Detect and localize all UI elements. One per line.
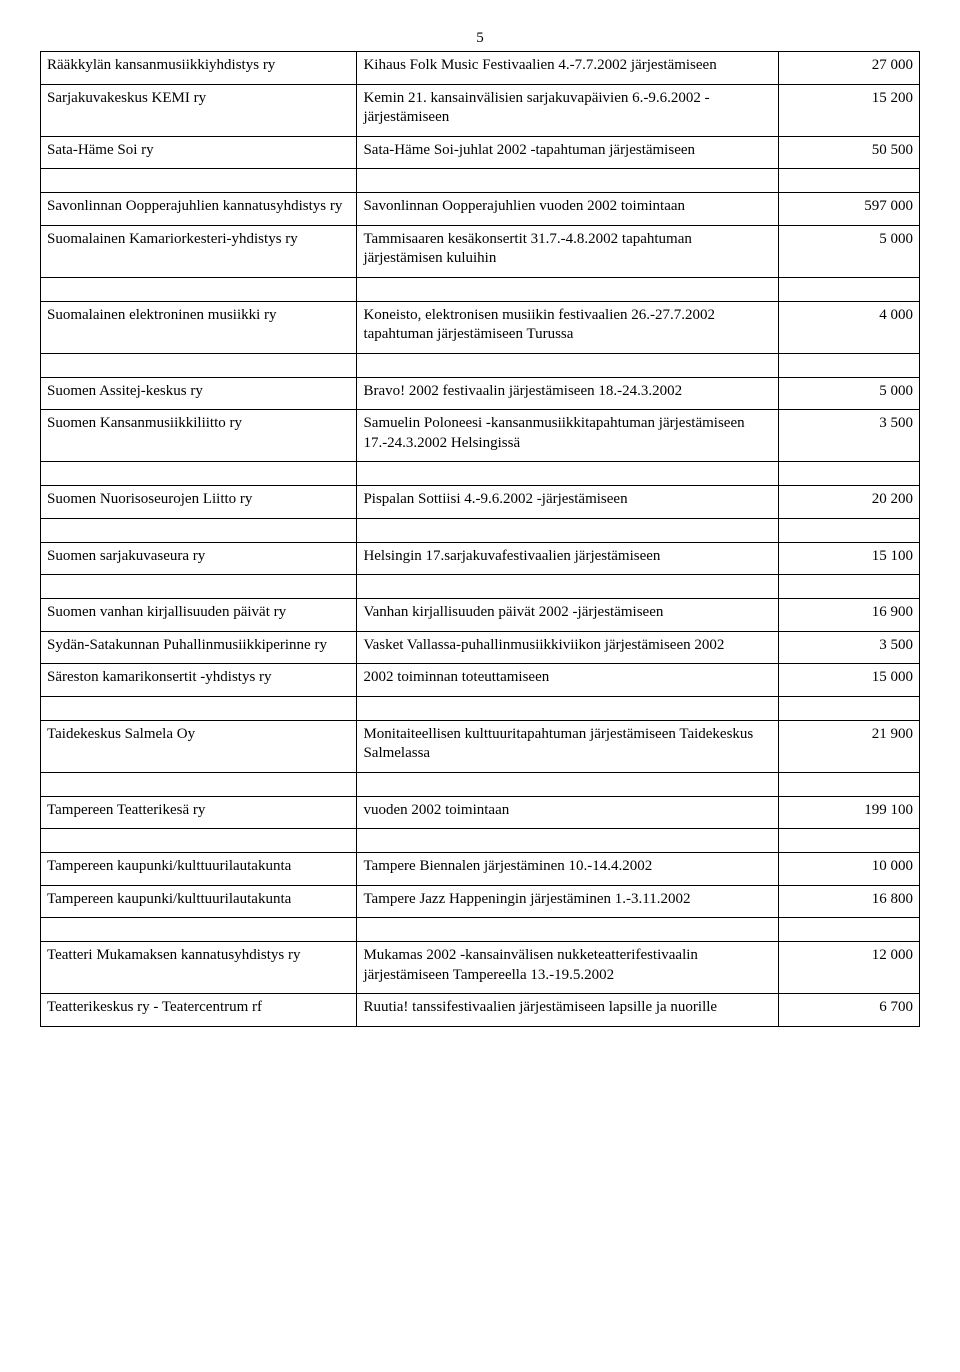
table-row: Suomalainen Kamariorkesteri-yhdistys ryT…: [41, 225, 920, 277]
desc-cell: Bravo! 2002 festivaalin järjestämiseen 1…: [357, 377, 779, 410]
org-cell: Suomen Assitej-keskus ry: [41, 377, 357, 410]
amount-cell: 199 100: [779, 796, 920, 829]
table-row: Suomen Assitej-keskus ryBravo! 2002 fest…: [41, 377, 920, 410]
table-row: Suomen vanhan kirjallisuuden päivät ryVa…: [41, 599, 920, 632]
desc-cell: Tampere Jazz Happeningin järjestäminen 1…: [357, 885, 779, 918]
desc-cell: Kemin 21. kansainvälisien sarjakuvapäivi…: [357, 84, 779, 136]
desc-cell: Kihaus Folk Music Festivaalien 4.-7.7.20…: [357, 52, 779, 85]
amount-cell: 5 000: [779, 377, 920, 410]
amount-cell: 27 000: [779, 52, 920, 85]
spacer-row: [41, 772, 920, 796]
desc-cell: Vasket Vallassa-puhallinmusiikkiviikon j…: [357, 631, 779, 664]
spacer-row: [41, 829, 920, 853]
table-row: Taidekeskus Salmela OyMonitaiteellisen k…: [41, 720, 920, 772]
amount-cell: 16 800: [779, 885, 920, 918]
table-row: Tampereen Teatterikesä ryvuoden 2002 toi…: [41, 796, 920, 829]
amount-cell: 21 900: [779, 720, 920, 772]
desc-cell: Sata-Häme Soi-juhlat 2002 -tapahtuman jä…: [357, 136, 779, 169]
amount-cell: 15 200: [779, 84, 920, 136]
amount-cell: 16 900: [779, 599, 920, 632]
table-row: Säreston kamarikonsertit -yhdistys ry200…: [41, 664, 920, 697]
spacer-row: [41, 277, 920, 301]
amount-cell: 4 000: [779, 301, 920, 353]
org-cell: Suomen Kansanmusiikkiliitto ry: [41, 410, 357, 462]
amount-cell: 20 200: [779, 486, 920, 519]
desc-cell: Vanhan kirjallisuuden päivät 2002 -järje…: [357, 599, 779, 632]
table-row: Teatterikeskus ry - Teatercentrum rfRuut…: [41, 994, 920, 1027]
table-row: Sata-Häme Soi rySata-Häme Soi-juhlat 200…: [41, 136, 920, 169]
org-cell: Savonlinnan Oopperajuhlien kannatusyhdis…: [41, 193, 357, 226]
table-row: Suomen sarjakuvaseura ryHelsingin 17.sar…: [41, 542, 920, 575]
org-cell: Sarjakuvakeskus KEMI ry: [41, 84, 357, 136]
table-row: Sarjakuvakeskus KEMI ryKemin 21. kansain…: [41, 84, 920, 136]
amount-cell: 15 100: [779, 542, 920, 575]
org-cell: Sata-Häme Soi ry: [41, 136, 357, 169]
amount-cell: 12 000: [779, 942, 920, 994]
org-cell: Tampereen kaupunki/kulttuurilautakunta: [41, 853, 357, 886]
amount-cell: 3 500: [779, 410, 920, 462]
org-cell: Suomalainen elektroninen musiikki ry: [41, 301, 357, 353]
amount-cell: 50 500: [779, 136, 920, 169]
amount-cell: 6 700: [779, 994, 920, 1027]
desc-cell: Tammisaaren kesäkonsertit 31.7.-4.8.2002…: [357, 225, 779, 277]
org-cell: Taidekeskus Salmela Oy: [41, 720, 357, 772]
desc-cell: Pispalan Sottiisi 4.-9.6.2002 -järjestäm…: [357, 486, 779, 519]
amount-cell: 597 000: [779, 193, 920, 226]
spacer-row: [41, 353, 920, 377]
table-row: Tampereen kaupunki/kulttuurilautakuntaTa…: [41, 885, 920, 918]
amount-cell: 15 000: [779, 664, 920, 697]
org-cell: Teatteri Mukamaksen kannatusyhdistys ry: [41, 942, 357, 994]
spacer-row: [41, 169, 920, 193]
grants-table: Rääkkylän kansanmusiikkiyhdistys ryKihau…: [40, 51, 920, 1027]
desc-cell: vuoden 2002 toimintaan: [357, 796, 779, 829]
desc-cell: Tampere Biennalen järjestäminen 10.-14.4…: [357, 853, 779, 886]
table-row: Tampereen kaupunki/kulttuurilautakuntaTa…: [41, 853, 920, 886]
org-cell: Sydän-Satakunnan Puhallinmusiikkiperinne…: [41, 631, 357, 664]
spacer-row: [41, 696, 920, 720]
spacer-row: [41, 518, 920, 542]
org-cell: Suomen sarjakuvaseura ry: [41, 542, 357, 575]
desc-cell: Samuelin Poloneesi -kansanmusiikkitapaht…: [357, 410, 779, 462]
org-cell: Suomen Nuorisoseurojen Liitto ry: [41, 486, 357, 519]
desc-cell: Monitaiteellisen kulttuuritapahtuman jär…: [357, 720, 779, 772]
org-cell: Tampereen Teatterikesä ry: [41, 796, 357, 829]
page-number: 5: [40, 30, 920, 47]
table-row: Suomen Nuorisoseurojen Liitto ryPispalan…: [41, 486, 920, 519]
desc-cell: 2002 toiminnan toteuttamiseen: [357, 664, 779, 697]
desc-cell: Savonlinnan Oopperajuhlien vuoden 2002 t…: [357, 193, 779, 226]
table-row: Rääkkylän kansanmusiikkiyhdistys ryKihau…: [41, 52, 920, 85]
spacer-row: [41, 918, 920, 942]
table-row: Suomalainen elektroninen musiikki ryKone…: [41, 301, 920, 353]
desc-cell: Ruutia! tanssifestivaalien järjestämisee…: [357, 994, 779, 1027]
desc-cell: Koneisto, elektronisen musiikin festivaa…: [357, 301, 779, 353]
table-row: Savonlinnan Oopperajuhlien kannatusyhdis…: [41, 193, 920, 226]
org-cell: Teatterikeskus ry - Teatercentrum rf: [41, 994, 357, 1027]
table-row: Suomen Kansanmusiikkiliitto rySamuelin P…: [41, 410, 920, 462]
table-row: Sydän-Satakunnan Puhallinmusiikkiperinne…: [41, 631, 920, 664]
spacer-row: [41, 575, 920, 599]
table-row: Teatteri Mukamaksen kannatusyhdistys ryM…: [41, 942, 920, 994]
amount-cell: 5 000: [779, 225, 920, 277]
amount-cell: 3 500: [779, 631, 920, 664]
org-cell: Suomalainen Kamariorkesteri-yhdistys ry: [41, 225, 357, 277]
org-cell: Suomen vanhan kirjallisuuden päivät ry: [41, 599, 357, 632]
spacer-row: [41, 462, 920, 486]
desc-cell: Mukamas 2002 -kansainvälisen nukketeatte…: [357, 942, 779, 994]
amount-cell: 10 000: [779, 853, 920, 886]
org-cell: Säreston kamarikonsertit -yhdistys ry: [41, 664, 357, 697]
org-cell: Rääkkylän kansanmusiikkiyhdistys ry: [41, 52, 357, 85]
org-cell: Tampereen kaupunki/kulttuurilautakunta: [41, 885, 357, 918]
desc-cell: Helsingin 17.sarjakuvafestivaalien järje…: [357, 542, 779, 575]
